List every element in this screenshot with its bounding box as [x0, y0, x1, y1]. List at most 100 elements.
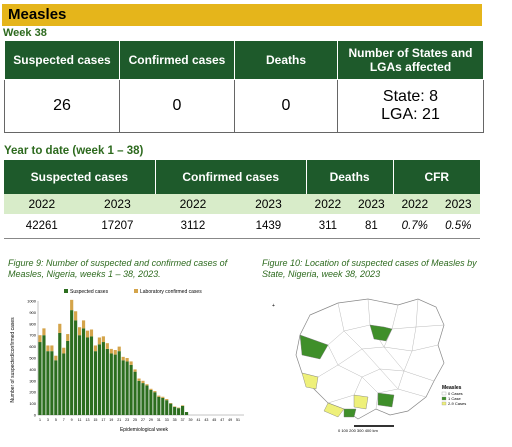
bar-suspected [81, 328, 86, 415]
bar-suspected [97, 344, 101, 415]
bar-confirmed [137, 378, 141, 381]
map-legend-label-0: 0 Cases [448, 391, 463, 396]
value-confirmed: 0 [119, 79, 235, 133]
map-scale-label: 0 100 200 300 400 km [338, 428, 378, 433]
ytd-value: 311 [306, 214, 350, 239]
north-arrow: + [272, 303, 275, 309]
bar-confirmed [169, 403, 173, 404]
measles-epicurve-chart: Suspected cases Laboratory confirmed cas… [10, 289, 244, 433]
bar-confirmed [93, 345, 98, 352]
bar-suspected [93, 351, 98, 415]
bar-suspected [129, 364, 133, 415]
bar-suspected [89, 336, 94, 415]
chart-xlabel: Epidemiological week [120, 427, 169, 433]
bar-confirmed [177, 407, 181, 409]
bar-confirmed [165, 399, 169, 401]
value-states-lgas: State: 8 LGA: 21 [337, 79, 484, 133]
y-tick-label: 100 [29, 401, 36, 406]
bar-suspected [161, 397, 165, 415]
state-yellow-west [301, 372, 319, 390]
state-yellow-southwest [323, 402, 345, 418]
week-label: Week 38 [3, 27, 47, 39]
bar-suspected [169, 403, 173, 415]
value-states: State: 8 [382, 88, 439, 105]
bar-suspected [177, 408, 181, 415]
bar-confirmed [113, 350, 117, 355]
ytd-year: 2022 [155, 194, 231, 214]
ytd-year: 2023 [436, 194, 480, 214]
bar-confirmed [78, 327, 82, 336]
bar-confirmed [173, 406, 177, 408]
y-tick-label: 200 [29, 390, 36, 395]
x-tick-label: 29 [149, 418, 153, 422]
bar-confirmed [70, 299, 74, 311]
bar-confirmed [97, 337, 101, 345]
bar-confirmed [129, 361, 133, 365]
ytd-year: 2022 [306, 194, 350, 214]
x-tick-label: 41 [196, 418, 200, 422]
map-legend-swatch-1 [441, 396, 447, 401]
bar-confirmed [109, 348, 113, 354]
x-ticks: 1 3 5 7 9 11 13 15 17 19 21 23 25 27 29 31 33 35 37 39 41 43 4… [39, 418, 240, 422]
weekly-summary-table: Suspected cases Confirmed cases Deaths N… [4, 40, 484, 133]
figure10-caption: Figure 10: Location of suspected cases o… [262, 258, 477, 279]
bar-suspected [117, 351, 121, 415]
bar-suspected [157, 396, 161, 415]
bar-suspected [184, 412, 189, 415]
bar-suspected [54, 360, 58, 415]
bar-suspected [101, 342, 105, 415]
y-tick-label: 900 [29, 310, 36, 315]
bar-confirmed [133, 369, 137, 372]
map-legend: Measles 0 Cases 1 Case 2-9 Cases [441, 385, 466, 406]
y-tick-label: 0 [34, 413, 37, 418]
y-ticks: 0 100 200 300 400 500 600 700 800 900 1000 [27, 299, 37, 418]
ytd-header-confirmed: Confirmed cases [154, 160, 307, 194]
state-green-southwest [343, 408, 357, 418]
legend-swatch-suspected [64, 289, 68, 293]
x-tick-label: 1 [39, 418, 41, 422]
x-tick-label: 49 [228, 418, 232, 422]
x-tick-label: 21 [117, 418, 121, 422]
value-suspected: 26 [4, 79, 120, 133]
bar-confirmed [181, 405, 185, 406]
x-tick-label: 43 [204, 418, 208, 422]
x-tick-label: 7 [63, 418, 65, 422]
ytd-year: 2022 [393, 194, 437, 214]
bar-suspected [165, 400, 169, 415]
bar-suspected [70, 310, 74, 415]
bar-confirmed [149, 388, 153, 390]
x-tick-label: 23 [125, 418, 129, 422]
ytd-value: 1439 [230, 214, 307, 239]
ytd-header-suspected: Suspected cases [4, 160, 156, 194]
ytd-value-cfr: 0.5% [436, 214, 480, 239]
ytd-year: 2022 [4, 194, 80, 214]
x-tick-label: 3 [47, 418, 49, 422]
state-boundaries [299, 298, 445, 410]
bar-suspected [38, 342, 42, 415]
bar-confirmed [46, 345, 50, 352]
bar-suspected [109, 353, 113, 415]
x-tick-label: 5 [55, 418, 57, 422]
bar-suspected [181, 405, 185, 415]
chart-ylabel: Number of suspected/confirmed cases [10, 317, 16, 403]
x-tick-label: 47 [220, 418, 224, 422]
bars [38, 299, 189, 415]
map-legend-title: Measles [442, 385, 462, 391]
state-green-north [369, 324, 393, 342]
bar-suspected [42, 335, 46, 415]
bar-suspected [141, 383, 145, 415]
bar-confirmed [153, 391, 157, 393]
y-tick-label: 500 [29, 356, 36, 361]
value-lgas: LGA: 21 [381, 106, 440, 123]
bar-suspected [137, 380, 141, 415]
x-tick-label: 45 [212, 418, 216, 422]
x-tick-label: 11 [78, 418, 82, 422]
bar-confirmed [58, 323, 62, 333]
bar-confirmed [121, 356, 125, 361]
bar-suspected [74, 320, 78, 415]
x-tick-label: 19 [109, 418, 113, 422]
x-tick-label: 31 [157, 418, 161, 422]
y-tick-label: 700 [29, 333, 36, 338]
bar-confirmed [101, 336, 105, 343]
map-legend-swatch-0 [441, 391, 447, 396]
